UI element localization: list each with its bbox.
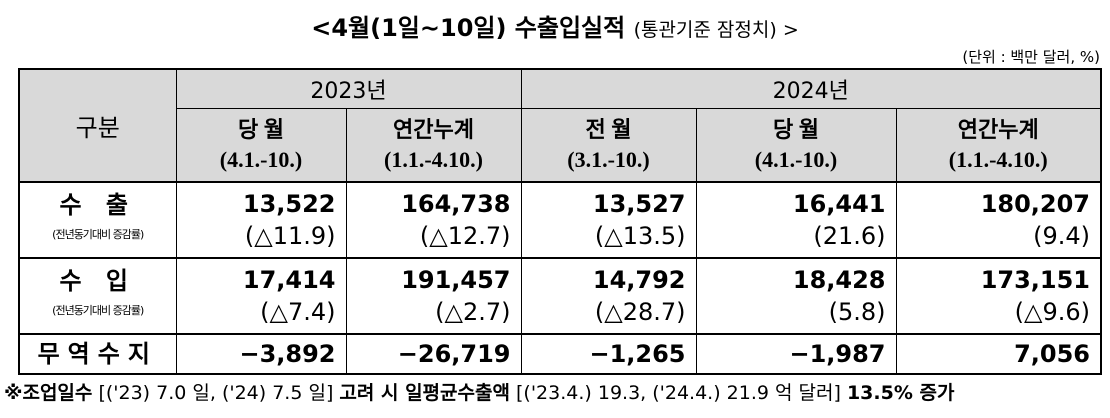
column-header: 연간누계 (1.1.-4.10.) [345,108,522,183]
title-sub: (통관기준 잠정치) > [633,19,799,41]
data-row: 수 입 (전년동기대비 증감률) 17,414 (△7.4) 191,457 (△2.7)… [18,257,1102,335]
cell: 173,151 (△9.6) [895,257,1102,335]
footnote: ※조업일수 [('23) 7.0 일, ('24) 7.5 일] 고려 시 일평… [4,378,954,405]
year: 2024년 [520,68,1102,109]
value: −1,265 [520,333,697,375]
row-note: (전년동기대비 증감률) [52,228,144,241]
cell: 180,207 (9.4) [895,181,1102,259]
column-header: 연간누계 (1.1.-4.10.) [895,108,1102,183]
column-header: 당 월 (4.1.-10.) [175,108,347,183]
value: 180,207 [980,190,1090,218]
row-note: (전년동기대비 증감률) [52,304,144,317]
column-header: 당 월 (4.1.-10.) [695,108,897,183]
change: (△2.7) [435,298,511,326]
change: (21.6) [813,222,886,250]
balance-row: 무역수지 −3,892 −26,719 −1,265 −1,987 7,056 [18,333,1102,375]
footnote-part: 고려 시 일평균수출액 [339,382,510,404]
value: 7,056 [895,333,1102,375]
value: 173,151 [980,266,1090,294]
value: −1,987 [695,333,897,375]
column-name: 연간누계 [957,117,1039,142]
column-name: 연간누계 [393,117,474,142]
change: (△9.6) [1014,298,1090,326]
cell: 16,441 (21.6) [695,181,897,259]
cell: 191,457 (△2.7) [345,257,522,335]
row-label: 수 입 (전년동기대비 증감률) [18,257,177,335]
column-period: (1.1.-4.10.) [384,147,483,172]
row-label: 수 출 (전년동기대비 증감률) [18,181,177,259]
unit: (단위 : 백만 달러, %) [962,48,1100,66]
value: 191,457 [401,266,511,294]
column-name: 당 월 [238,117,284,142]
footnote-part: 13.5% 증가 [846,382,955,404]
header-row: 구분 2023년 2024년 [18,68,1102,183]
value: 16,441 [792,190,886,218]
value: −26,719 [345,333,522,375]
change: (△28.7) [594,298,686,326]
column-period: (4.1.-10.) [754,147,838,172]
cell: 164,738 (△12.7) [345,181,522,259]
change: (△7.4) [260,298,336,326]
row-label: 무역수지 [18,333,177,375]
table: 구분 2023년 2024년 당 월 (4.1.-10.) 연간누계 (1.1.-4.… [18,68,1102,375]
value: 164,738 [401,190,511,218]
title-main: <4월(1일∼10일) 수출입실적 [311,14,626,42]
header-label: 구분 [18,68,177,183]
change: (5.8) [828,298,886,326]
value: 17,414 [242,266,336,294]
data-row: 수 출 (전년동기대비 증감률) 13,522 (△11.9) 164,738 (△12.… [18,181,1102,259]
change: (△13.5) [594,222,686,250]
header-row: 당 월 (4.1.-10.) 연간누계 (1.1.-4.10.) 전 월 (3.1.-10… [19,108,1102,183]
cell: 17,414 (△7.4) [175,257,347,335]
change: (9.4) [1033,222,1090,250]
column-name: 당 월 [773,117,819,142]
cell: 14,792 (△28.7) [520,257,697,335]
year: 2023년 [175,68,522,109]
change: (△11.9) [244,222,336,250]
row-name: 수 입 [59,267,136,295]
cell: 18,428 (5.8) [695,257,897,335]
change: (△12.7) [419,222,511,250]
footnote-part: [('23) 7.0 일, ('24) 7.5 일] [92,382,340,404]
title: <4월(1일∼10일) 수출입실적 (통관기준 잠정치) > [0,8,1110,43]
cell: 13,527 (△13.5) [520,181,697,259]
column-period: (4.1.-10.) [219,147,303,172]
value: 13,522 [242,190,336,218]
column-name: 전 월 [585,117,632,142]
footnote-part: [('23.4.) 19.3, ('24.4.) 21.9 억 달러] [509,382,847,404]
value: 14,792 [592,266,686,294]
value: 18,428 [792,266,886,294]
value: 13,527 [592,190,686,218]
cell: 13,522 (△11.9) [175,181,347,259]
column-period: (3.1.-10.) [567,147,650,172]
row-name: 수 출 [59,191,136,219]
value: −3,892 [175,333,347,375]
footnote-part: ※조업일수 [4,382,93,404]
column-header: 전 월 (3.1.-10.) [520,108,697,183]
column-period: (1.1.-4.10.) [948,147,1048,172]
